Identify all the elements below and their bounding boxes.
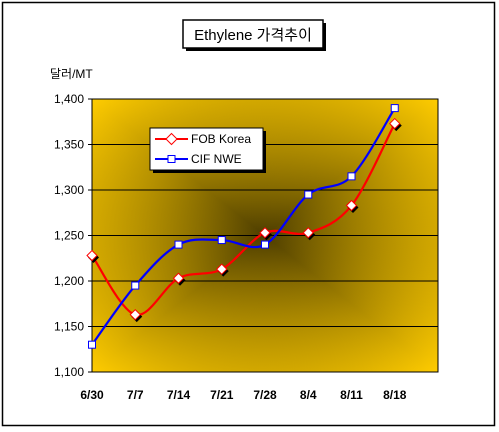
data-point-cif-nwe <box>347 172 356 181</box>
y-tick-label: 1,250 <box>54 229 84 243</box>
y-axis-label: 달러/MT <box>50 67 93 81</box>
data-point-fob-korea <box>86 249 98 262</box>
series-layer <box>86 104 402 349</box>
data-point-fob-korea <box>389 117 401 130</box>
legend-marker-cif-nwe <box>167 155 176 163</box>
data-point-cif-nwe <box>174 240 183 249</box>
legend-label-cif-nwe: CIF NWE <box>191 152 242 166</box>
y-tick-label: 1,100 <box>54 365 84 379</box>
y-axis: 1,100 1,150 1,200 1,250 1,300 1,350 1,400 <box>54 92 92 379</box>
data-point-fob-korea <box>216 263 228 275</box>
legend-label-fob-korea: FOB Korea <box>191 132 251 146</box>
data-point-cif-nwe <box>304 190 313 199</box>
chart-frame <box>1 1 496 427</box>
x-tick-label: 8/18 <box>383 388 407 402</box>
y-tick-label: 1,300 <box>54 183 84 197</box>
x-tick-label: 8/11 <box>340 388 363 402</box>
data-point-fob-korea <box>302 227 314 239</box>
data-point-cif-nwe <box>131 281 140 290</box>
data-point-cif-nwe <box>217 236 226 245</box>
data-point-cif-nwe <box>261 240 269 249</box>
data-point-fob-korea <box>129 308 141 321</box>
title-box <box>182 19 324 49</box>
x-tick-label: 6/30 <box>80 388 104 402</box>
data-point-cif-nwe <box>88 340 96 349</box>
x-axis: 6/30 7/7 7/14 7/21 7/28 8/4 8/11 8/18 <box>80 388 406 402</box>
data-point-fob-korea <box>259 227 271 239</box>
legend-marker-fob-korea <box>165 132 178 146</box>
x-tick-label: 8/4 <box>300 388 317 402</box>
y-tick-label: 1,200 <box>54 274 84 288</box>
y-tick-label: 1,400 <box>54 92 84 106</box>
legend: FOB Korea CIF NWE <box>149 127 266 173</box>
data-point-fob-korea <box>345 199 358 212</box>
y-tick-label: 1,350 <box>54 138 84 152</box>
chart-title: Ethylene 가격추이 <box>194 27 312 44</box>
data-point-fob-korea <box>172 272 185 284</box>
data-point-cif-nwe <box>390 104 399 113</box>
x-tick-label: 7/28 <box>253 388 277 402</box>
x-tick-label: 7/14 <box>167 388 191 402</box>
y-tick-label: 1,150 <box>54 320 84 334</box>
x-tick-label: 7/21 <box>210 388 234 402</box>
x-tick-label: 7/7 <box>127 388 144 402</box>
